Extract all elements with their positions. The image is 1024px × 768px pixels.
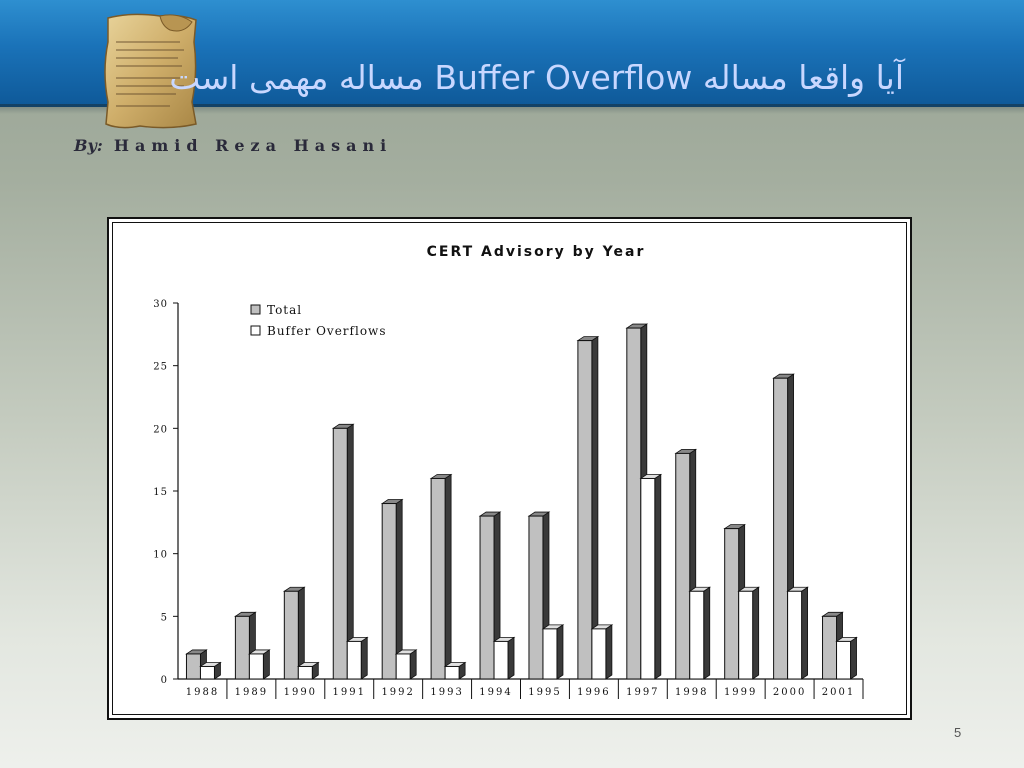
buffer-overflows-bar-side — [556, 624, 564, 680]
y-tick-label: 30 — [153, 299, 168, 310]
buffer-overflows-bar — [591, 628, 607, 680]
x-tick-label: 1997 — [626, 687, 659, 698]
total-bar — [577, 340, 593, 680]
total-bar — [724, 528, 740, 680]
x-tick-label: 2001 — [822, 687, 855, 698]
total-bar — [773, 377, 789, 680]
y-tick-label: 20 — [153, 424, 168, 435]
legend-label: Buffer Overflows — [267, 324, 386, 338]
chart-title: CERT Advisory by Year — [427, 244, 646, 260]
y-tick-label: 5 — [161, 612, 168, 623]
x-tick-label: 1995 — [528, 687, 561, 698]
buffer-overflows-bar — [493, 640, 509, 680]
buffer-overflows-bar — [542, 628, 558, 680]
buffer-overflows-bar — [640, 477, 656, 680]
buffer-overflows-bar — [199, 665, 215, 680]
buffer-overflows-bar — [444, 665, 460, 680]
buffer-overflows-bar — [346, 640, 362, 680]
buffer-overflows-bar — [738, 590, 754, 680]
total-bar — [626, 327, 642, 680]
x-tick-label: 1994 — [479, 687, 512, 698]
buffer-overflows-bar-side — [409, 649, 417, 680]
buffer-overflows-bar-side — [801, 586, 809, 680]
total-bar — [283, 590, 299, 680]
x-tick-label: 1989 — [235, 687, 268, 698]
x-tick-label: 1996 — [577, 687, 610, 698]
chart-frame: CERT Advisory by Year 0 5 10 15 20 25 30 1988 198… — [107, 217, 912, 720]
y-tick-label: 15 — [153, 487, 168, 498]
page-number: 5 — [954, 725, 962, 740]
buffer-overflows-bar — [787, 590, 803, 680]
buffer-overflows-bar — [395, 653, 411, 680]
legend-swatch — [250, 325, 261, 336]
x-tick-label: 1999 — [724, 687, 757, 698]
buffer-overflows-bar-side — [850, 636, 857, 680]
buffer-overflows-bar — [248, 653, 264, 680]
buffer-overflows-bar-side — [262, 649, 270, 680]
buffer-overflows-bar — [836, 640, 852, 680]
legend-label: Total — [267, 303, 302, 317]
total-bar — [234, 615, 250, 680]
y-tick-label: 10 — [153, 550, 168, 561]
y-tick-label: 0 — [161, 675, 168, 686]
byline: By: Hamid Reza Hasani — [74, 136, 392, 155]
total-bar — [822, 615, 838, 680]
scroll-logo — [100, 12, 202, 130]
author-name: Hamid Reza Hasani — [113, 136, 393, 155]
buffer-overflows-bar — [297, 665, 313, 680]
x-tick-label: 1998 — [675, 687, 708, 698]
buffer-overflows-bar-side — [507, 636, 515, 680]
total-bar — [430, 477, 446, 680]
buffer-overflows-bar-side — [752, 586, 760, 680]
buffer-overflows-bar-side — [654, 473, 662, 680]
total-bar — [479, 515, 495, 680]
by-label: By: — [74, 136, 103, 155]
total-bar-side — [444, 473, 452, 680]
buffer-overflows-bar-side — [360, 636, 368, 680]
total-bar — [332, 427, 348, 680]
x-tick-label: 1992 — [381, 687, 414, 698]
buffer-overflows-bar-side — [605, 624, 613, 680]
x-tick-label: 2000 — [773, 687, 806, 698]
chart-area: CERT Advisory by Year 0 5 10 15 20 25 30 1988 198… — [112, 222, 907, 715]
x-tick-label: 1993 — [430, 687, 463, 698]
total-bar — [528, 515, 544, 680]
buffer-overflows-bar-side — [703, 586, 711, 680]
legend-swatch — [250, 304, 261, 315]
x-tick-label: 1988 — [186, 687, 219, 698]
x-tick-label: 1990 — [284, 687, 317, 698]
y-tick-label: 25 — [153, 362, 168, 373]
total-bar — [185, 653, 201, 680]
slide-title: آیا واقعا مساله Buffer Overflow مساله مه… — [169, 58, 904, 97]
buffer-overflows-bar — [689, 590, 705, 680]
x-tick-label: 1991 — [333, 687, 366, 698]
bar-chart: CERT Advisory by Year 0 5 10 15 20 25 30 1988 198… — [153, 244, 864, 699]
total-bar — [675, 452, 691, 680]
total-bar — [381, 503, 397, 680]
